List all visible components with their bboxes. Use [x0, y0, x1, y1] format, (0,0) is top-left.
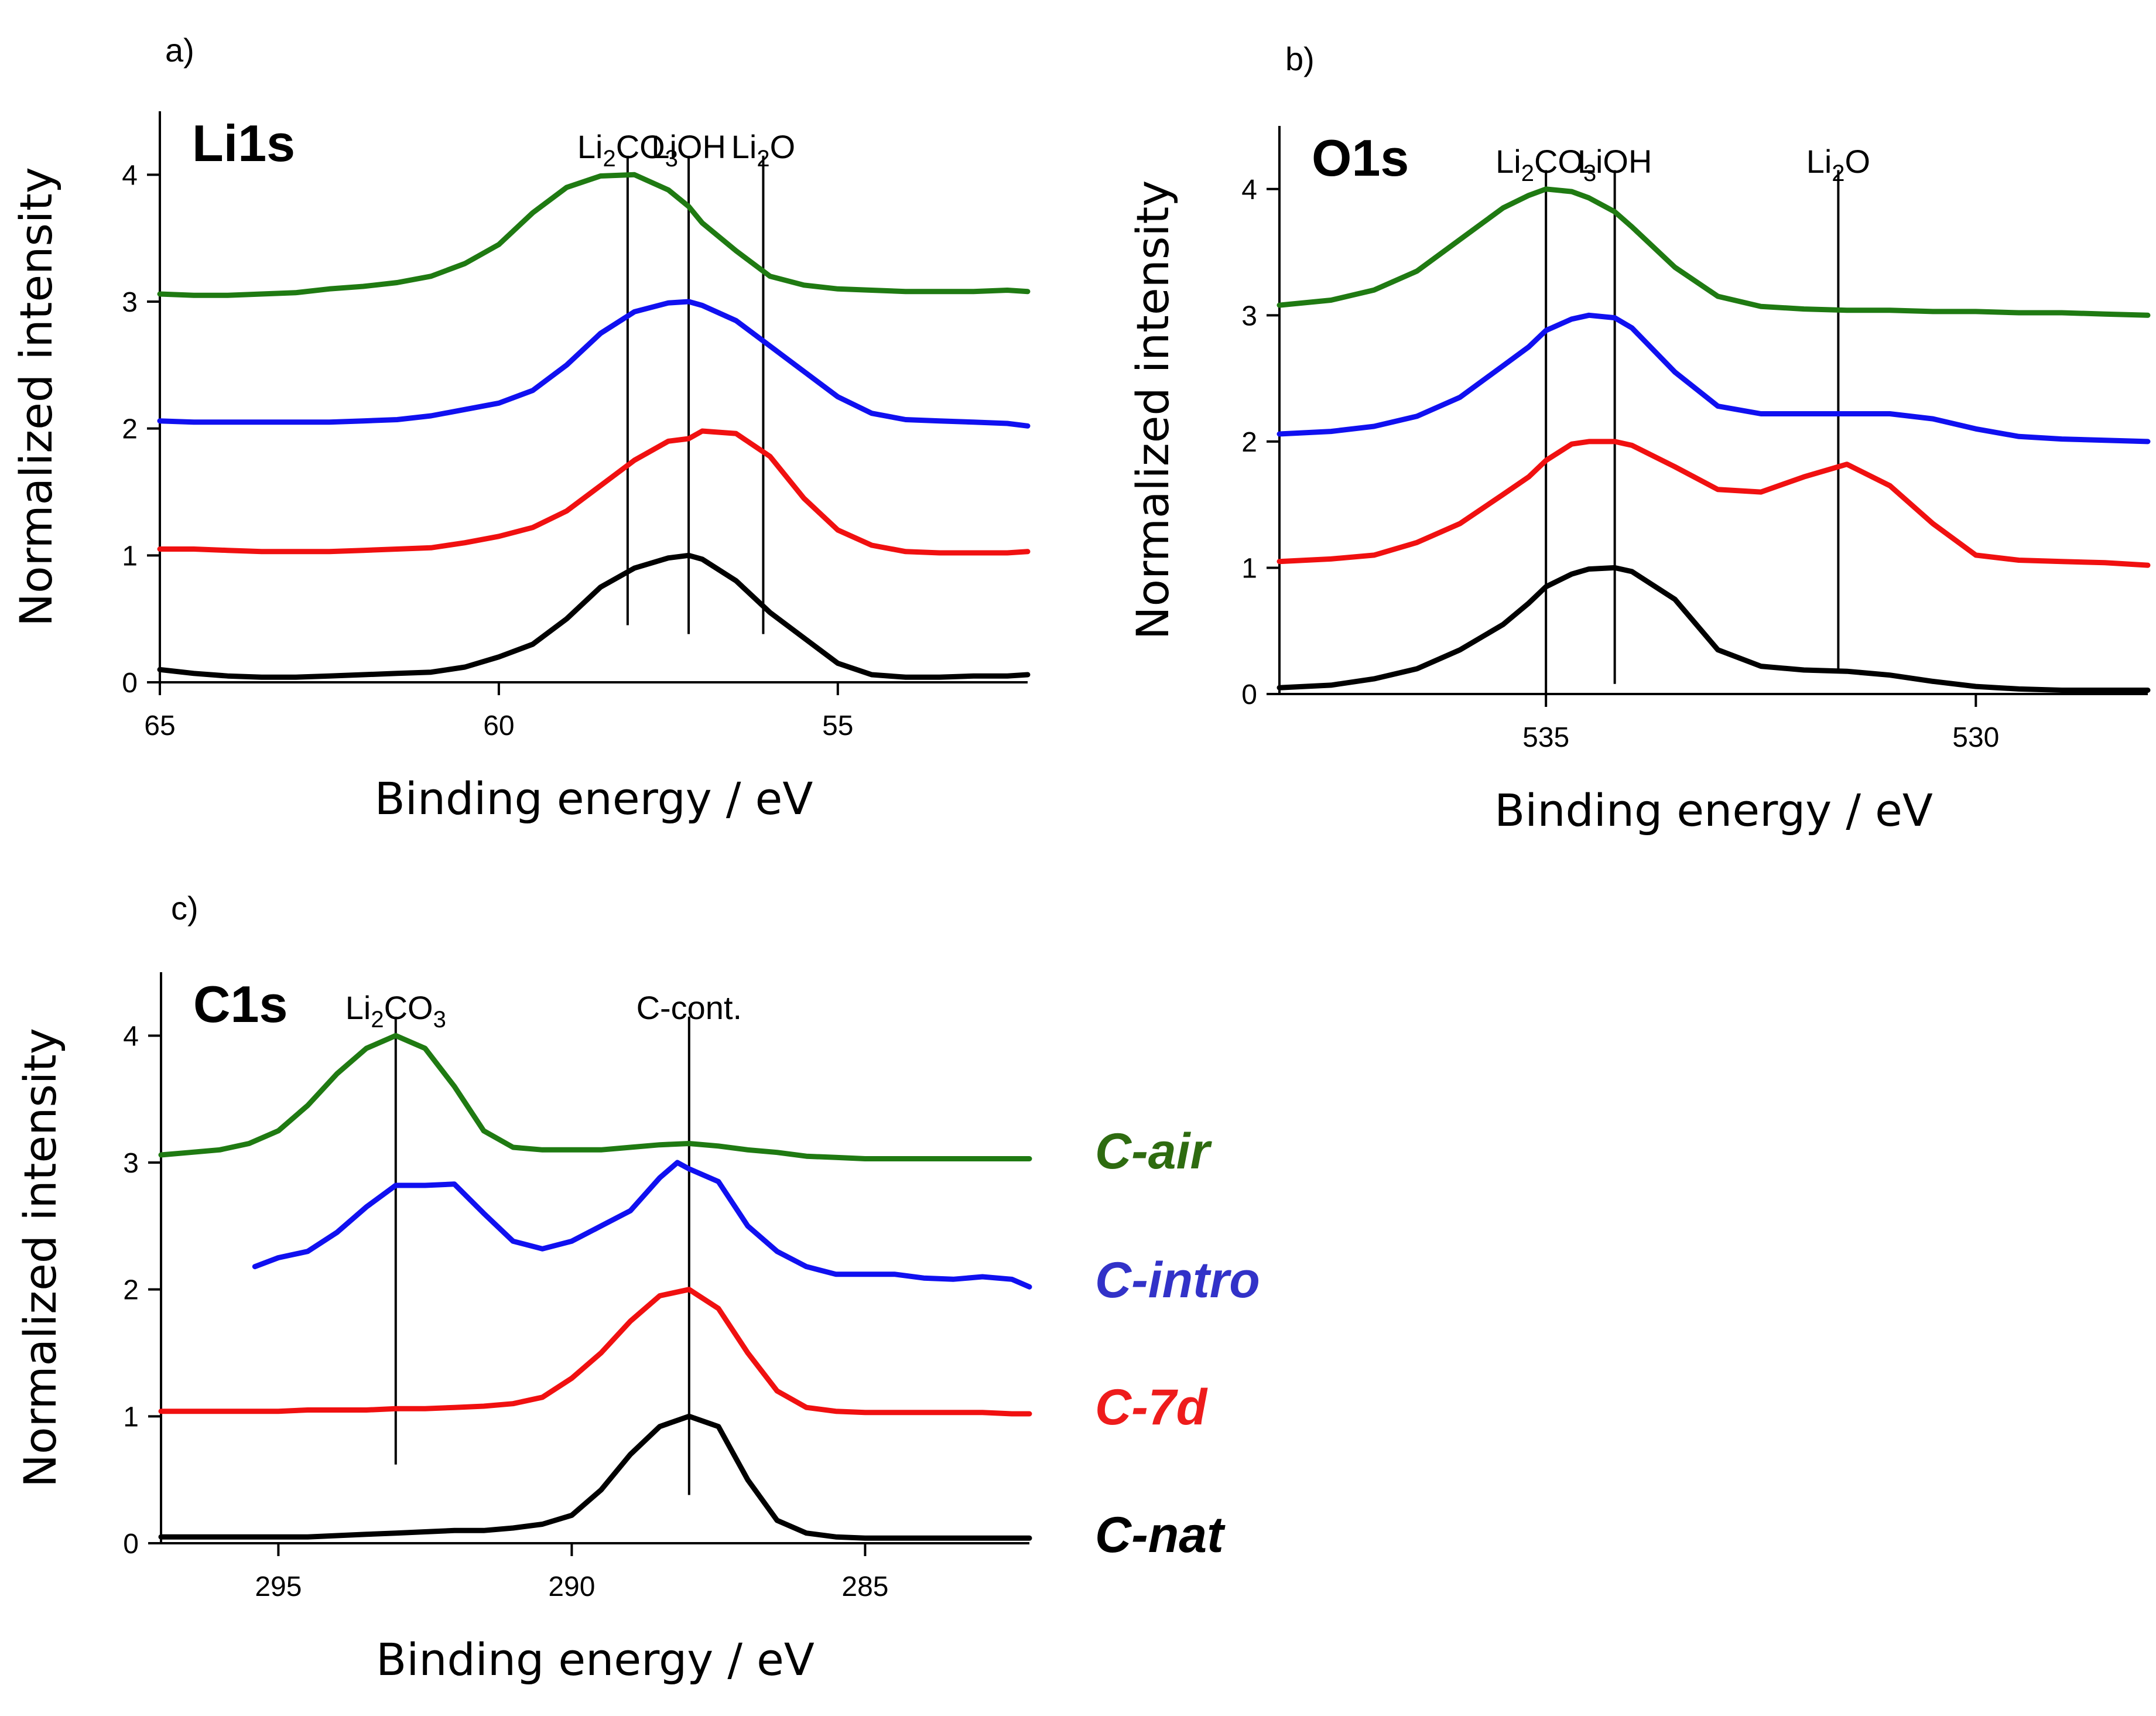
x-tick-label: 535 [1522, 722, 1569, 753]
y-tick-label: 2 [123, 1275, 139, 1306]
panel-letter: a) [165, 32, 194, 69]
x-tick-label: 530 [1952, 722, 1999, 753]
x-tick-label: 295 [255, 1571, 302, 1602]
x-axis-title: Binding energy / eV [376, 1633, 815, 1686]
x-tick-label: 285 [841, 1571, 888, 1602]
reference-label: Li2O [731, 128, 795, 172]
panel-o1s: 0 1 2 3 4 535 530 Binding energy / eV Normalized… [1127, 40, 2151, 836]
x-tick-label: 55 [822, 710, 853, 741]
chart-panels: 0 1 2 3 4 65 60 55 Binding energy / eV Normalized… [10, 32, 2151, 1686]
y-tick-label: 4 [123, 1021, 139, 1052]
legend-label-c-intro: C-intro [1095, 1252, 1260, 1308]
y-tick-label: 3 [1241, 300, 1257, 331]
y-axis-title: Normalized intensity [10, 167, 62, 627]
series-line-c-7d [157, 428, 1031, 556]
panel-title: Li1s [192, 114, 295, 172]
y-axis-title: Normalized intensity [1127, 180, 1179, 640]
legend: C-air C-intro C-7d C-nat [1095, 1123, 1260, 1563]
panel-title: O1s [1312, 129, 1409, 187]
series-line-c-nat [1277, 565, 2151, 693]
reference-label: LiOH [651, 128, 726, 165]
y-tick-label: 2 [1241, 427, 1257, 458]
panel-title: C1s [193, 975, 288, 1033]
reference-label: Li2CO3 [577, 128, 678, 172]
series-line-c-intro [252, 1160, 1032, 1290]
y-tick-label: 1 [123, 1401, 139, 1433]
y-axis-title: Normalized intensity [14, 1028, 66, 1488]
legend-label-c-7d: C-7d [1095, 1379, 1208, 1435]
y-tick-label: 3 [123, 1148, 139, 1179]
x-axis-title: Binding energy / eV [375, 772, 813, 825]
y-tick-label: 4 [1241, 175, 1257, 206]
y-tick-label: 0 [1241, 679, 1257, 710]
reference-label: LiOH [1577, 143, 1652, 180]
reference-label: C-cont. [636, 989, 742, 1026]
series-line-c-intro [1277, 312, 2151, 445]
series-line-c-nat [157, 552, 1031, 680]
legend-label-c-nat: C-nat [1095, 1507, 1226, 1563]
series-line-c-7d [158, 1287, 1032, 1417]
panel-c1s: 0 1 2 3 4 295 290 285 Binding energy / eV Normali… [14, 890, 1032, 1686]
x-tick-label: 290 [548, 1571, 595, 1602]
series-line-c-air [157, 172, 1031, 298]
series-line-c-air [1277, 186, 2151, 318]
x-axis-title: Binding energy / eV [1494, 784, 1933, 836]
y-tick-label: 3 [122, 287, 138, 318]
series-line-c-intro [157, 299, 1031, 429]
series-line-c-7d [1277, 439, 2151, 568]
y-tick-label: 1 [1241, 553, 1257, 584]
y-tick-label: 0 [123, 1529, 139, 1560]
reference-label: Li2O [1806, 143, 1870, 186]
y-tick-label: 4 [122, 160, 138, 191]
y-tick-label: 0 [122, 668, 138, 699]
panel-letter: c) [171, 890, 199, 927]
x-tick-label: 60 [483, 710, 514, 741]
x-tick-label: 65 [144, 710, 175, 741]
y-tick-label: 2 [122, 414, 138, 445]
panel-li1s: 0 1 2 3 4 65 60 55 Binding energy / eV Normalized… [10, 32, 1031, 825]
series-line-c-air [158, 1033, 1032, 1161]
y-tick-label: 1 [122, 541, 138, 572]
panel-letter: b) [1285, 40, 1315, 77]
legend-label-c-air: C-air [1095, 1123, 1212, 1180]
reference-label: Li2CO3 [1495, 143, 1596, 186]
reference-label: Li2CO3 [345, 989, 446, 1033]
series-line-c-nat [158, 1413, 1032, 1541]
